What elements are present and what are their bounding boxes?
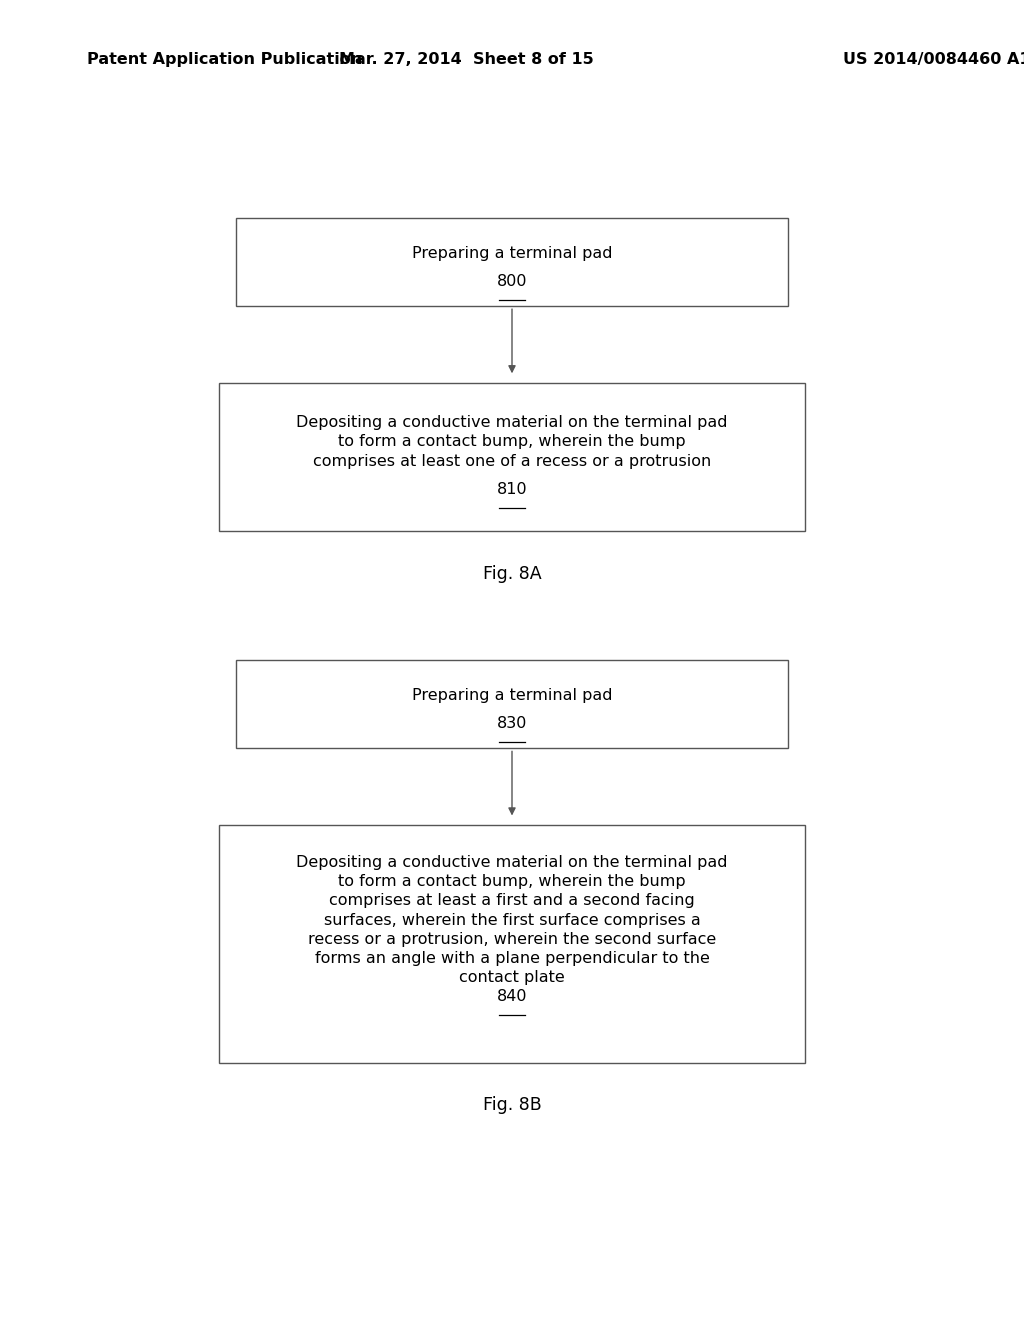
Text: 800: 800 <box>497 275 527 289</box>
Text: Preparing a terminal pad: Preparing a terminal pad <box>412 688 612 702</box>
Bar <box>236 660 788 748</box>
Text: Mar. 27, 2014  Sheet 8 of 15: Mar. 27, 2014 Sheet 8 of 15 <box>339 51 593 67</box>
Text: Fig. 8A: Fig. 8A <box>482 565 542 583</box>
Text: US 2014/0084460 A1: US 2014/0084460 A1 <box>843 51 1024 67</box>
Bar <box>236 218 788 306</box>
Bar <box>219 825 805 1063</box>
Text: 810: 810 <box>497 482 527 496</box>
Text: 830: 830 <box>497 717 527 731</box>
Bar <box>219 383 805 531</box>
Text: 840: 840 <box>497 989 527 1003</box>
Text: Depositing a conductive material on the terminal pad
to form a contact bump, whe: Depositing a conductive material on the … <box>296 416 728 469</box>
Text: Patent Application Publication: Patent Application Publication <box>87 51 362 67</box>
Text: Depositing a conductive material on the terminal pad
to form a contact bump, whe: Depositing a conductive material on the … <box>296 855 728 985</box>
Text: Fig. 8B: Fig. 8B <box>482 1096 542 1114</box>
Text: Preparing a terminal pad: Preparing a terminal pad <box>412 246 612 260</box>
